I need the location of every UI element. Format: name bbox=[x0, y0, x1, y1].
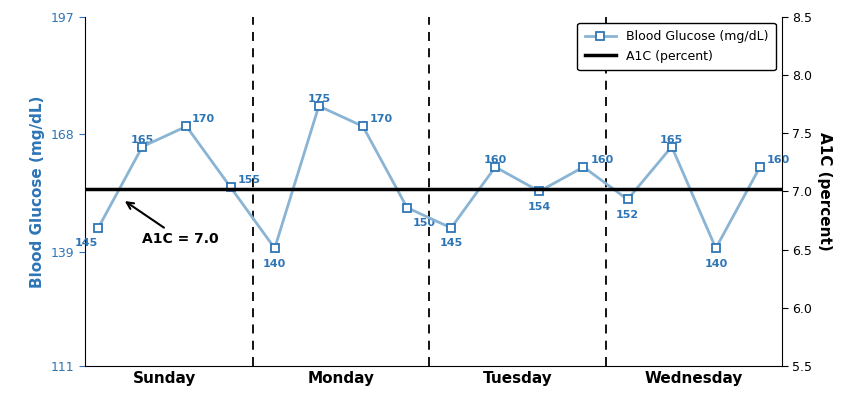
Text: 145: 145 bbox=[75, 238, 99, 248]
Text: 165: 165 bbox=[131, 135, 154, 145]
Text: 170: 170 bbox=[192, 114, 215, 124]
Text: 145: 145 bbox=[439, 238, 462, 248]
Text: 170: 170 bbox=[370, 114, 393, 124]
Text: 175: 175 bbox=[307, 94, 331, 104]
Text: 160: 160 bbox=[767, 155, 791, 165]
Text: 140: 140 bbox=[263, 258, 286, 268]
Y-axis label: A1C (percent): A1C (percent) bbox=[817, 132, 832, 251]
Y-axis label: Blood Glucose (mg/dL): Blood Glucose (mg/dL) bbox=[31, 95, 45, 287]
Text: 160: 160 bbox=[484, 155, 507, 165]
Text: 165: 165 bbox=[660, 135, 683, 145]
Text: 160: 160 bbox=[591, 155, 614, 165]
Legend: Blood Glucose (mg/dL), A1C (percent): Blood Glucose (mg/dL), A1C (percent) bbox=[577, 23, 776, 70]
Text: A1C = 7.0: A1C = 7.0 bbox=[127, 202, 219, 246]
Text: 150: 150 bbox=[412, 218, 435, 228]
Text: 154: 154 bbox=[528, 202, 551, 212]
Text: 152: 152 bbox=[616, 210, 639, 220]
Text: 155: 155 bbox=[237, 176, 260, 186]
Text: 140: 140 bbox=[704, 258, 728, 268]
